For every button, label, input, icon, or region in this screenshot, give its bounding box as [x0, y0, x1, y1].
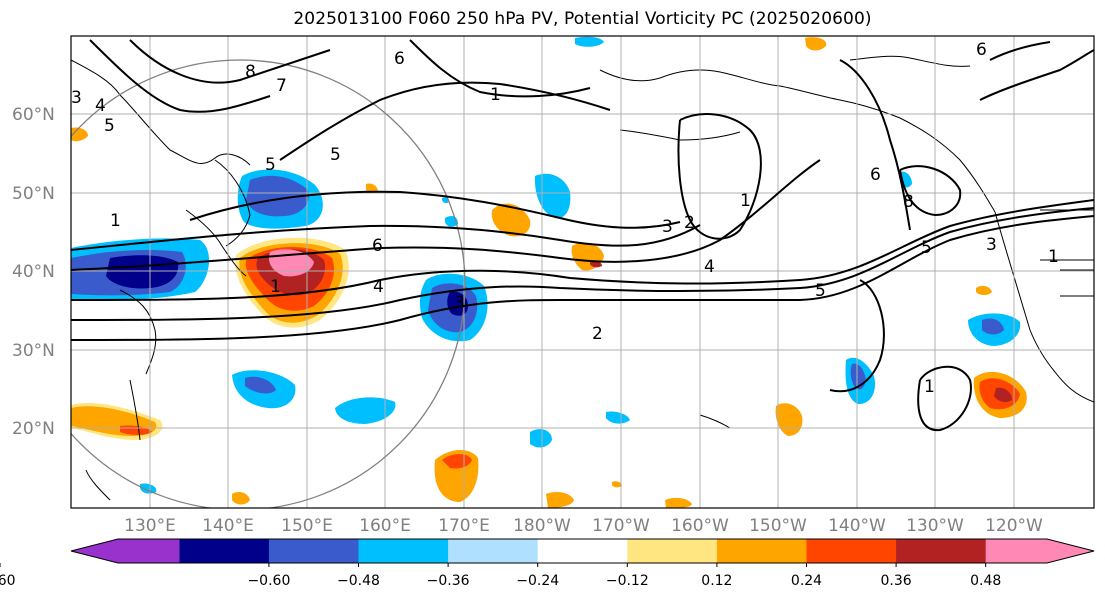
colorbar-swatch [985, 539, 1094, 563]
contour-label: 6 [976, 40, 987, 60]
colorbar-outline [70, 538, 1095, 564]
contour-label: 5 [104, 116, 115, 136]
pv-contours [71, 39, 1094, 432]
contour-label: 7 [276, 76, 287, 96]
map-area: 8 7 4 3 5 5 1 6 6 5 1 3 2 3 1 4 5 2 6 8 … [71, 36, 1094, 508]
longitude-label: 160°E [359, 516, 411, 536]
latitude-label: 20°N [12, 419, 55, 439]
colorbar-tick-label: −0.36 [427, 573, 470, 589]
contour-label: 1 [740, 191, 751, 211]
range-ring [71, 59, 466, 508]
colorbar-tick-label: −0.48 [337, 573, 380, 589]
longitude-label: 120°W [985, 516, 1043, 536]
contour-label: 2 [684, 213, 695, 233]
contour-label: 6 [394, 49, 405, 69]
contour-label: 4 [704, 257, 715, 277]
colorbar-swatch [358, 539, 449, 563]
colorbar-tick-label: 0.12 [701, 573, 732, 589]
colorbar-tick-label: 0.60 [0, 573, 16, 589]
contour-label: 3 [454, 293, 465, 313]
colorbar-swatch [806, 539, 897, 563]
map-frame [70, 35, 1095, 509]
colorbar-swatch [268, 539, 360, 563]
colorbar-tick-label: −0.12 [606, 573, 649, 589]
colorbar-tick-label: −0.60 [247, 573, 290, 589]
colorbar-swatch [896, 539, 987, 563]
contour-label: 1 [1048, 247, 1059, 267]
longitude-label: 150°W [749, 516, 807, 536]
contour-label: 1 [924, 377, 935, 397]
longitude-label: 150°E [281, 516, 333, 536]
colorbar-tick-label: −0.24 [516, 573, 559, 589]
colorbar: −0.60 −0.48 −0.36 −0.24 −0.12 0.12 0.24 0.36 0.4… [0, 538, 1095, 589]
longitude-label: 140°E [202, 516, 254, 536]
contour-label: 1 [270, 277, 281, 297]
contour-label: 5 [921, 238, 932, 258]
contour-label: 5 [265, 155, 276, 175]
latitude-label: 40°N [12, 262, 55, 282]
colorbar-swatch [179, 539, 270, 563]
colorbar-swatch [716, 539, 807, 563]
colorbar-tick-label: 0.24 [791, 573, 822, 589]
latitude-label: 30°N [12, 341, 55, 361]
longitude-labels: 130°E 140°E 150°E 160°E 170°E 180°W 170°… [124, 516, 1043, 536]
longitude-label: 180°W [513, 516, 571, 536]
colorbar-ticks: −0.60 −0.48 −0.36 −0.24 −0.12 0.12 0.24 0.36 0.4… [0, 563, 1001, 589]
longitude-label: 140°W [828, 516, 886, 536]
contour-label: 8 [903, 192, 914, 212]
map-title: 2025013100 F060 250 hPa PV, Potential Vo… [293, 9, 872, 29]
longitude-label: 170°E [438, 516, 490, 536]
colorbar-swatch [627, 539, 718, 563]
contour-labels: 8 7 4 3 5 5 1 6 6 5 1 3 2 3 1 4 5 2 6 8 … [71, 40, 1059, 397]
contour-label: 3 [986, 235, 997, 255]
colorbar-tick-label: 0.48 [970, 573, 1001, 589]
colorbar-swatch [537, 539, 628, 563]
latitude-labels: 60°N 50°N 40°N 30°N 20°N [12, 105, 55, 439]
contour-label: 8 [245, 62, 256, 82]
contour-label: 4 [95, 96, 106, 116]
map-gridlines [71, 36, 1094, 508]
contour-label: 4 [373, 277, 384, 297]
contour-label: 2 [592, 324, 603, 344]
longitude-label: 160°W [671, 516, 729, 536]
contour-label: 1 [490, 85, 501, 105]
contour-label: 6 [870, 165, 881, 185]
longitude-label: 170°W [592, 516, 650, 536]
contour-label: 3 [662, 217, 673, 237]
contour-label: 6 [372, 236, 383, 256]
latitude-label: 60°N [12, 105, 55, 125]
contour-label: 5 [330, 145, 341, 165]
colorbar-swatch [71, 539, 180, 563]
colorbar-swatch [448, 539, 539, 563]
colorbar-swatches [71, 539, 1094, 563]
longitude-label: 130°W [906, 516, 964, 536]
contour-label: 3 [71, 88, 82, 108]
contour-label: 5 [815, 281, 826, 301]
colorbar-tick-label: 0.36 [881, 573, 912, 589]
longitude-label: 130°E [124, 516, 176, 536]
contour-label: 1 [110, 211, 121, 231]
latitude-label: 50°N [12, 184, 55, 204]
